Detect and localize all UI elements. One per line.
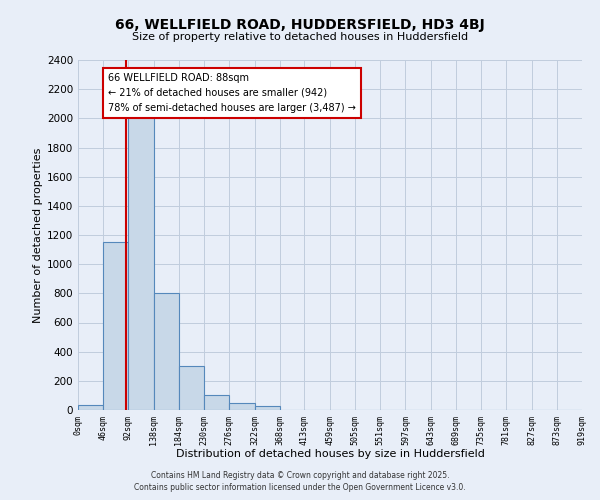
Text: 66 WELLFIELD ROAD: 88sqm
← 21% of detached houses are smaller (942)
78% of semi-: 66 WELLFIELD ROAD: 88sqm ← 21% of detach… <box>108 73 356 112</box>
Bar <box>103 242 128 410</box>
Text: 66, WELLFIELD ROAD, HUDDERSFIELD, HD3 4BJ: 66, WELLFIELD ROAD, HUDDERSFIELD, HD3 4B… <box>115 18 485 32</box>
Bar <box>179 366 204 410</box>
Y-axis label: Number of detached properties: Number of detached properties <box>33 148 43 322</box>
Bar <box>154 294 179 410</box>
Text: Size of property relative to detached houses in Huddersfield: Size of property relative to detached ho… <box>132 32 468 42</box>
Text: Contains HM Land Registry data © Crown copyright and database right 2025.
Contai: Contains HM Land Registry data © Crown c… <box>134 471 466 492</box>
Bar <box>78 405 103 410</box>
Bar <box>229 404 254 410</box>
Bar <box>254 406 280 410</box>
Bar <box>128 116 154 410</box>
X-axis label: Distribution of detached houses by size in Huddersfield: Distribution of detached houses by size … <box>176 449 484 459</box>
Bar <box>204 396 229 410</box>
